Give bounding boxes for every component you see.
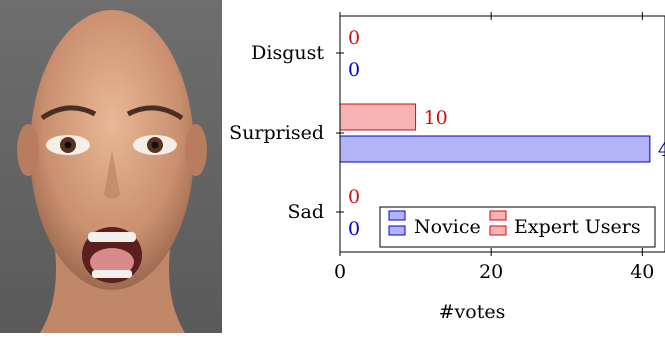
x-axis-label: #votes — [439, 301, 506, 323]
chart-axes: Sad Surprised Disgust 0 20 40 — [229, 12, 665, 283]
x-tick-label-40: 40 — [630, 261, 654, 283]
right-pupil — [151, 141, 159, 149]
right-ear — [185, 124, 207, 176]
face-illustration — [17, 10, 207, 333]
x-tick-label-0: 0 — [334, 261, 346, 283]
value-label-novice-sad: 0 — [348, 218, 360, 240]
y-tick-label-surprised: Surprised — [229, 122, 324, 144]
upper-teeth — [88, 232, 136, 242]
legend-label-novice: Novice — [414, 216, 481, 238]
legend: Novice Expert Users — [379, 206, 656, 248]
y-tick-label-sad: Sad — [287, 201, 324, 223]
face-image — [0, 0, 222, 333]
value-label-expert-users-sad: 0 — [348, 186, 360, 208]
plot-frame — [339, 15, 665, 253]
legend-swatch-expert-bottom — [489, 225, 507, 236]
bar-expert-users-surprised — [339, 103, 417, 131]
value-label-novice-disgust: 0 — [348, 59, 360, 81]
chart-marks: 0 41 0 0 10 0 — [339, 27, 665, 240]
nose — [104, 150, 120, 199]
lower-teeth — [92, 270, 132, 278]
value-label-expert-users-surprised: 10 — [424, 107, 448, 129]
legend-swatch-novice-bottom — [388, 225, 406, 236]
legend-box — [379, 206, 656, 248]
legend-swatch-novice-top — [388, 210, 406, 221]
left-ear — [17, 124, 39, 176]
left-eyebrow — [40, 105, 97, 121]
value-label-novice-surprised: 41 — [658, 139, 665, 161]
bar-novice-surprised — [339, 135, 651, 163]
y-tick-label-disgust: Disgust — [251, 42, 324, 64]
x-tick-label-20: 20 — [479, 261, 503, 283]
legend-label-expert: Expert Users — [514, 216, 641, 238]
left-pupil — [64, 141, 72, 149]
right-eyebrow — [126, 105, 184, 121]
tongue — [90, 248, 134, 276]
legend-swatch-expert-top — [489, 210, 507, 221]
value-label-expert-users-disgust: 0 — [348, 27, 360, 49]
